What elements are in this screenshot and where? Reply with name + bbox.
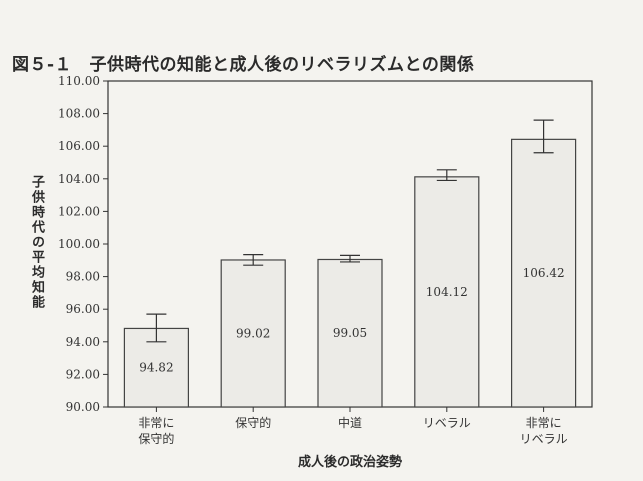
y-tick-label: 108.00 — [58, 107, 100, 121]
y-tick-label: 110.00 — [58, 74, 100, 88]
bar — [511, 138, 577, 408]
x-tick-label: 保守的 — [138, 431, 174, 446]
y-tick-label: 94.00 — [66, 335, 100, 349]
y-tick-label: 106.00 — [58, 139, 100, 153]
data-label: 106.42 — [523, 266, 565, 280]
y-tick-label: 92.00 — [66, 367, 100, 381]
x-tick-label: 非常に — [526, 416, 562, 430]
y-tick-label: 104.00 — [58, 172, 100, 186]
y-axis-label: 子供時代の平均知能 — [29, 175, 44, 310]
bar — [220, 259, 286, 408]
data-label: 104.12 — [426, 285, 468, 299]
chart-title: 図５-１ 子供時代の知能と成人後のリベラリズムとの関係 — [12, 55, 475, 75]
y-tick-label: 96.00 — [66, 302, 100, 316]
data-label: 99.02 — [236, 326, 270, 340]
y-tick-label: 102.00 — [58, 204, 100, 218]
y-tick-label: 100.00 — [58, 237, 100, 251]
x-tick-label: 非常に — [138, 416, 174, 430]
x-tick-label: リベラル — [423, 416, 471, 430]
x-tick-label: 中道 — [338, 415, 362, 430]
x-tick-label: リベラル — [520, 432, 568, 446]
x-tick-label: 保守的 — [235, 415, 271, 430]
y-tick-label: 98.00 — [66, 270, 100, 284]
x-axis-label: 成人後の政治姿勢 — [298, 454, 402, 470]
y-tick-label: 90.00 — [66, 400, 100, 414]
data-label: 94.82 — [139, 361, 173, 375]
data-label: 99.05 — [333, 326, 367, 340]
